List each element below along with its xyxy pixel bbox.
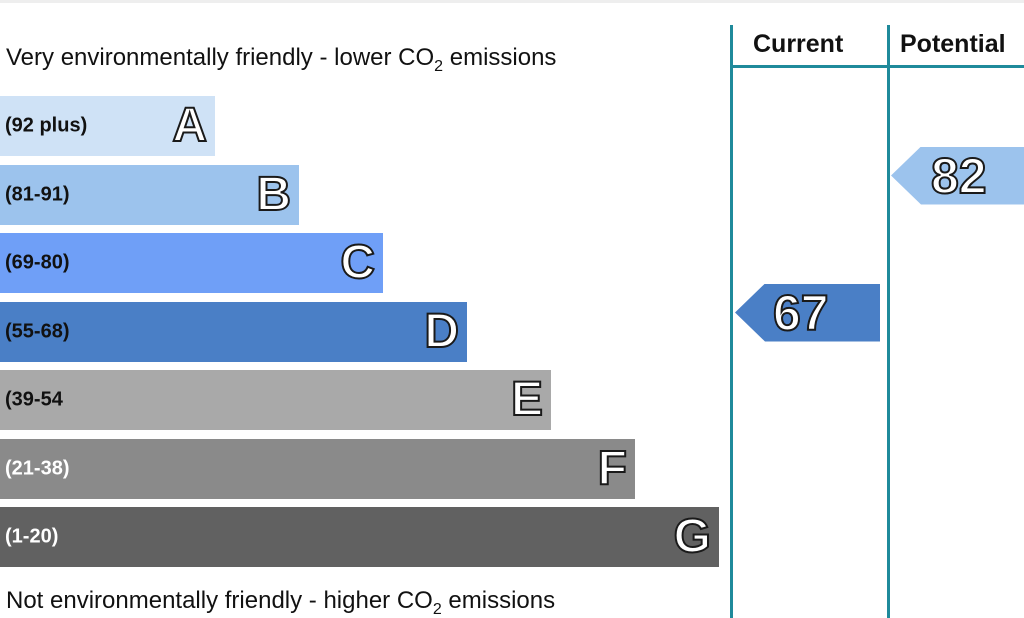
band-range-label: (39-54 bbox=[5, 388, 63, 411]
band-letter: B bbox=[255, 167, 292, 221]
band-range-label: (92 plus) bbox=[5, 114, 88, 137]
band-letter: E bbox=[510, 373, 544, 426]
band-letter: A bbox=[171, 99, 208, 152]
band-range-label: (55-68) bbox=[5, 320, 70, 342]
band-letter: C bbox=[339, 236, 376, 289]
column-header-divider bbox=[730, 65, 1024, 68]
band-g: (1-20) G bbox=[0, 507, 719, 567]
band-range-label: (1-20) bbox=[5, 525, 59, 548]
band-letter: D bbox=[423, 304, 460, 358]
column-divider-left bbox=[730, 25, 733, 618]
current-rating-arrow: 67 bbox=[735, 283, 880, 342]
current-rating-value: 67 bbox=[772, 284, 830, 341]
band-d: (55-68) D bbox=[0, 301, 467, 362]
band-letter: G bbox=[673, 510, 712, 563]
band-range-label: (81-91) bbox=[5, 183, 70, 205]
potential-column-header: Potential bbox=[900, 30, 1006, 58]
band-a: (92 plus) A bbox=[0, 96, 215, 156]
column-divider-middle bbox=[887, 25, 890, 618]
top-divider bbox=[0, 0, 1024, 3]
potential-rating-value: 82 bbox=[930, 147, 988, 204]
current-column-header: Current bbox=[753, 30, 844, 58]
band-c: (69-80) C bbox=[0, 233, 383, 293]
band-e: (39-54 E bbox=[0, 370, 551, 430]
band-range-label: (21-38) bbox=[5, 457, 70, 479]
bottom-caption: Not environmentally friendly - higher CO… bbox=[6, 587, 556, 618]
potential-rating-arrow: 82 bbox=[891, 146, 1024, 205]
band-b: (81-91) B bbox=[0, 164, 299, 225]
band-f: (21-38) F bbox=[0, 438, 635, 499]
band-range-label: (69-80) bbox=[5, 251, 70, 274]
band-letter: F bbox=[597, 441, 628, 495]
top-caption: Very environmentally friendly - lower CO… bbox=[6, 44, 557, 75]
